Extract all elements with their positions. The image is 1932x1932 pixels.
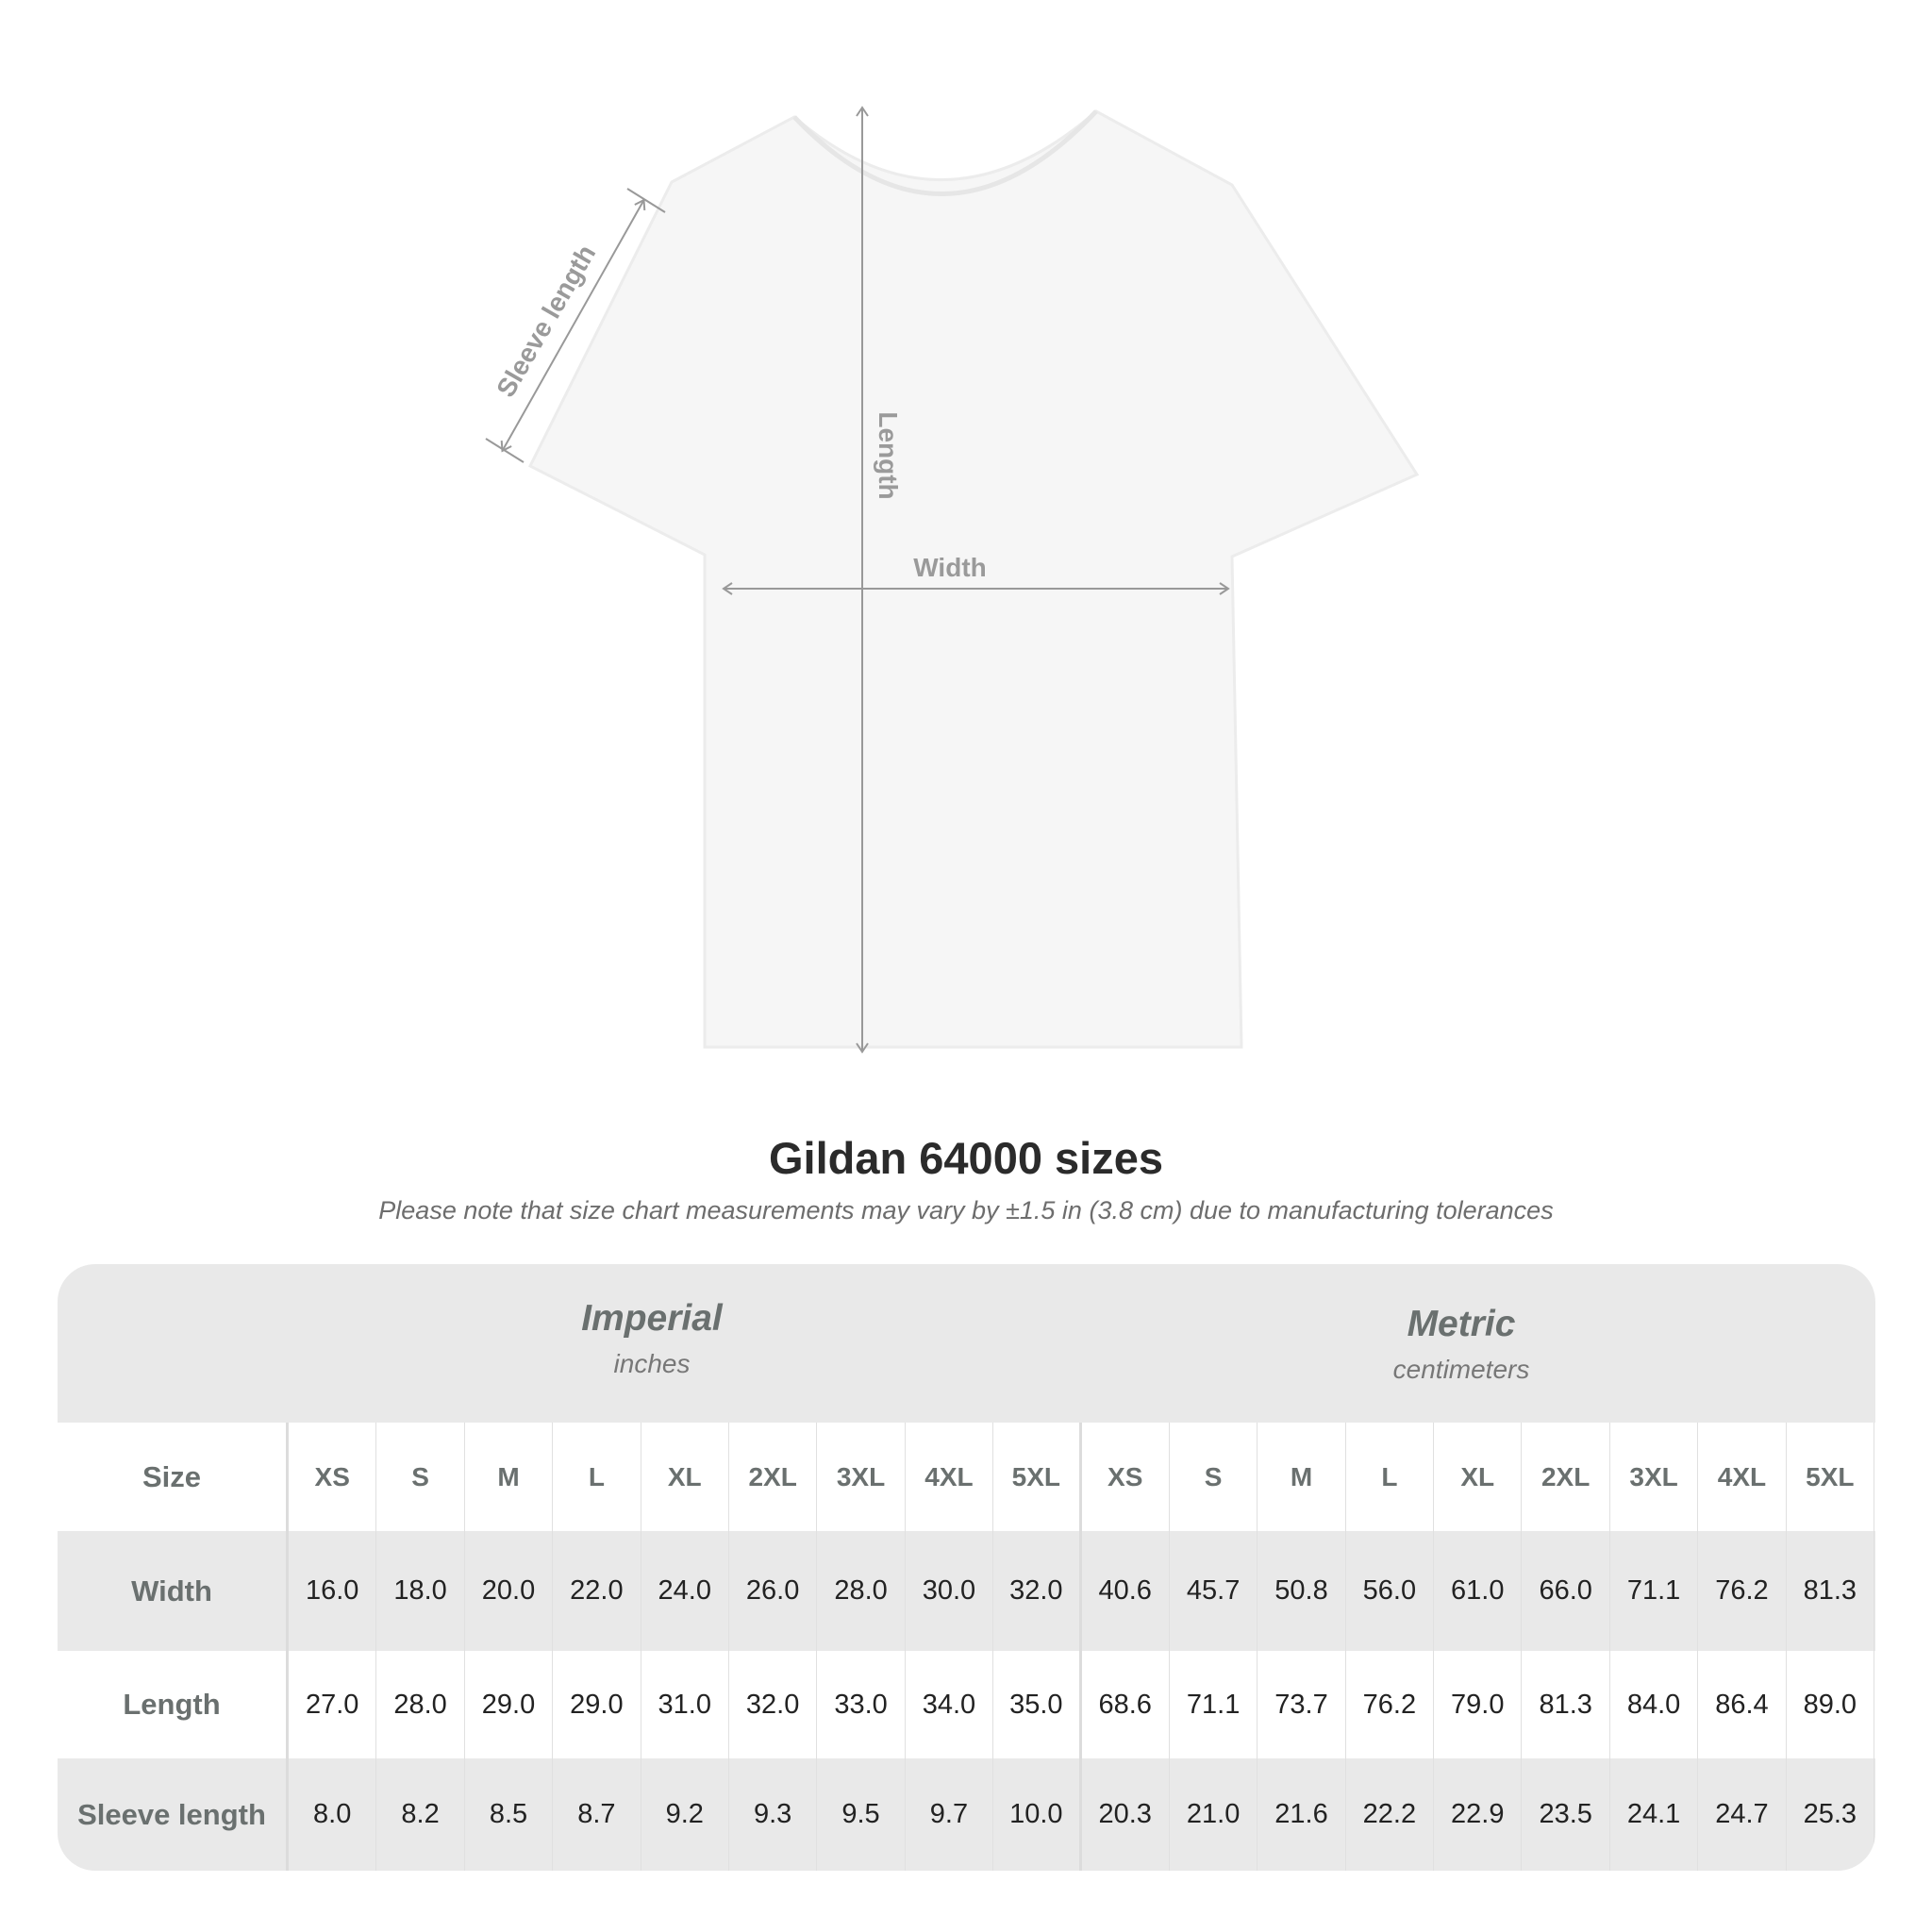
imperial-value-cell: 35.0 xyxy=(993,1651,1082,1758)
table-header-band xyxy=(58,1264,1875,1423)
metric-value-cell: 45.7 xyxy=(1170,1531,1258,1651)
imperial-value-cell: 28.0 xyxy=(376,1651,465,1758)
imperial-label: Imperial xyxy=(581,1298,723,1339)
metric-value-cell: 22.9 xyxy=(1434,1758,1523,1871)
table-row: Length 27.0 28.0 29.0 29.0 31.0 32.0 33.0 34.0 35… xyxy=(58,1651,1875,1758)
chart-subtitle: Please note that size chart measurements… xyxy=(378,1196,1554,1224)
metric-size-header: M xyxy=(1257,1423,1346,1531)
table-row: Sleeve length 8.0 8.2 8.5 8.7 9.2 9.3 9.5 9.7 10.… xyxy=(58,1758,1875,1871)
imperial-size-header: M xyxy=(465,1423,554,1531)
metric-value-cell: 81.3 xyxy=(1787,1531,1875,1651)
metric-header: Metric centimeters xyxy=(1178,1304,1744,1385)
metric-size-header: XL xyxy=(1434,1423,1523,1531)
imperial-value-cell: 33.0 xyxy=(817,1651,906,1758)
metric-value-cell: 71.1 xyxy=(1610,1531,1699,1651)
imperial-value-cell: 8.2 xyxy=(376,1758,465,1871)
metric-value-cell: 76.2 xyxy=(1346,1651,1435,1758)
imperial-size-header: L xyxy=(553,1423,641,1531)
imperial-value-cell: 32.0 xyxy=(993,1531,1082,1651)
imperial-value-cell: 32.0 xyxy=(729,1651,818,1758)
metric-size-header: L xyxy=(1346,1423,1435,1531)
sleeve-arrow xyxy=(500,198,646,453)
metric-size-header: S xyxy=(1170,1423,1258,1531)
tshirt-image xyxy=(527,109,1420,1049)
metric-value-cell: 68.6 xyxy=(1082,1651,1170,1758)
imperial-value-cell: 9.5 xyxy=(817,1758,906,1871)
imperial-size-header: 4XL xyxy=(906,1423,994,1531)
metric-value-cell: 50.8 xyxy=(1257,1531,1346,1651)
imperial-value-cell: 9.7 xyxy=(906,1758,994,1871)
imperial-value-cell: 28.0 xyxy=(817,1531,906,1651)
imperial-value-cell: 30.0 xyxy=(906,1531,994,1651)
metric-size-header: 4XL xyxy=(1698,1423,1787,1531)
imperial-value-cell: 9.2 xyxy=(641,1758,729,1871)
imperial-value-cell: 34.0 xyxy=(906,1651,994,1758)
imperial-unit: inches xyxy=(613,1349,691,1378)
size-header-row: Size XS S M L XL 2XL 3XL 4XL 5XL XS S M L XL 2XL 3XL 4XL 5… xyxy=(58,1423,1875,1531)
imperial-value-cell: 22.0 xyxy=(553,1531,641,1651)
imperial-value-cell: 29.0 xyxy=(465,1651,554,1758)
metric-size-header: XS xyxy=(1082,1423,1170,1531)
metric-value-cell: 81.3 xyxy=(1522,1651,1610,1758)
metric-size-header: 3XL xyxy=(1610,1423,1699,1531)
metric-value-cell: 56.0 xyxy=(1346,1531,1435,1651)
metric-value-cell: 25.3 xyxy=(1787,1758,1875,1871)
row-label: Length xyxy=(58,1651,289,1758)
metric-value-cell: 86.4 xyxy=(1698,1651,1787,1758)
metric-value-cell: 66.0 xyxy=(1522,1531,1610,1651)
imperial-size-header: S xyxy=(376,1423,465,1531)
metric-unit: centimeters xyxy=(1392,1355,1530,1384)
chart-title: Gildan 64000 sizes xyxy=(768,1133,1164,1183)
imperial-value-cell: 16.0 xyxy=(289,1531,377,1651)
imperial-value-cell: 20.0 xyxy=(465,1531,554,1651)
width-label: Width xyxy=(913,553,987,582)
metric-value-cell: 22.2 xyxy=(1346,1758,1435,1871)
tshirt-diagram: Length Width Sleeve length xyxy=(485,106,1420,1054)
imperial-value-cell: 8.0 xyxy=(289,1758,377,1871)
metric-value-cell: 20.3 xyxy=(1082,1758,1170,1871)
metric-size-header: 5XL xyxy=(1787,1423,1875,1531)
imperial-value-cell: 9.3 xyxy=(729,1758,818,1871)
length-label: Length xyxy=(874,411,903,499)
metric-value-cell: 61.0 xyxy=(1434,1531,1523,1651)
imperial-value-cell: 18.0 xyxy=(376,1531,465,1651)
metric-value-cell: 84.0 xyxy=(1610,1651,1699,1758)
metric-value-cell: 21.6 xyxy=(1257,1758,1346,1871)
row-label: Width xyxy=(58,1531,289,1651)
metric-value-cell: 79.0 xyxy=(1434,1651,1523,1758)
metric-value-cell: 21.0 xyxy=(1170,1758,1258,1871)
imperial-value-cell: 27.0 xyxy=(289,1651,377,1758)
metric-value-cell: 24.1 xyxy=(1610,1758,1699,1871)
size-label: Size xyxy=(58,1423,289,1531)
metric-value-cell: 24.7 xyxy=(1698,1758,1787,1871)
metric-value-cell: 23.5 xyxy=(1522,1758,1610,1871)
imperial-size-header: XS xyxy=(289,1423,377,1531)
imperial-value-cell: 31.0 xyxy=(641,1651,729,1758)
imperial-value-cell: 29.0 xyxy=(553,1651,641,1758)
imperial-header: Imperial inches xyxy=(369,1298,935,1379)
imperial-size-header: XL xyxy=(641,1423,729,1531)
imperial-value-cell: 10.0 xyxy=(993,1758,1082,1871)
imperial-size-header: 3XL xyxy=(817,1423,906,1531)
metric-value-cell: 76.2 xyxy=(1698,1531,1787,1651)
size-table: Imperial inches Metric centimeters Size X… xyxy=(58,1264,1875,1871)
imperial-value-cell: 26.0 xyxy=(729,1531,818,1651)
metric-value-cell: 40.6 xyxy=(1082,1531,1170,1651)
imperial-value-cell: 8.7 xyxy=(553,1758,641,1871)
imperial-size-header: 5XL xyxy=(993,1423,1082,1531)
metric-value-cell: 89.0 xyxy=(1787,1651,1875,1758)
imperial-value-cell: 8.5 xyxy=(465,1758,554,1871)
imperial-value-cell: 24.0 xyxy=(641,1531,729,1651)
imperial-size-header: 2XL xyxy=(729,1423,818,1531)
metric-label: Metric xyxy=(1407,1304,1516,1344)
row-label: Sleeve length xyxy=(58,1758,289,1871)
table-row: Width 16.0 18.0 20.0 22.0 24.0 26.0 28.0 30.0 32.… xyxy=(58,1531,1875,1651)
metric-value-cell: 73.7 xyxy=(1257,1651,1346,1758)
metric-value-cell: 71.1 xyxy=(1170,1651,1258,1758)
metric-size-header: 2XL xyxy=(1522,1423,1610,1531)
